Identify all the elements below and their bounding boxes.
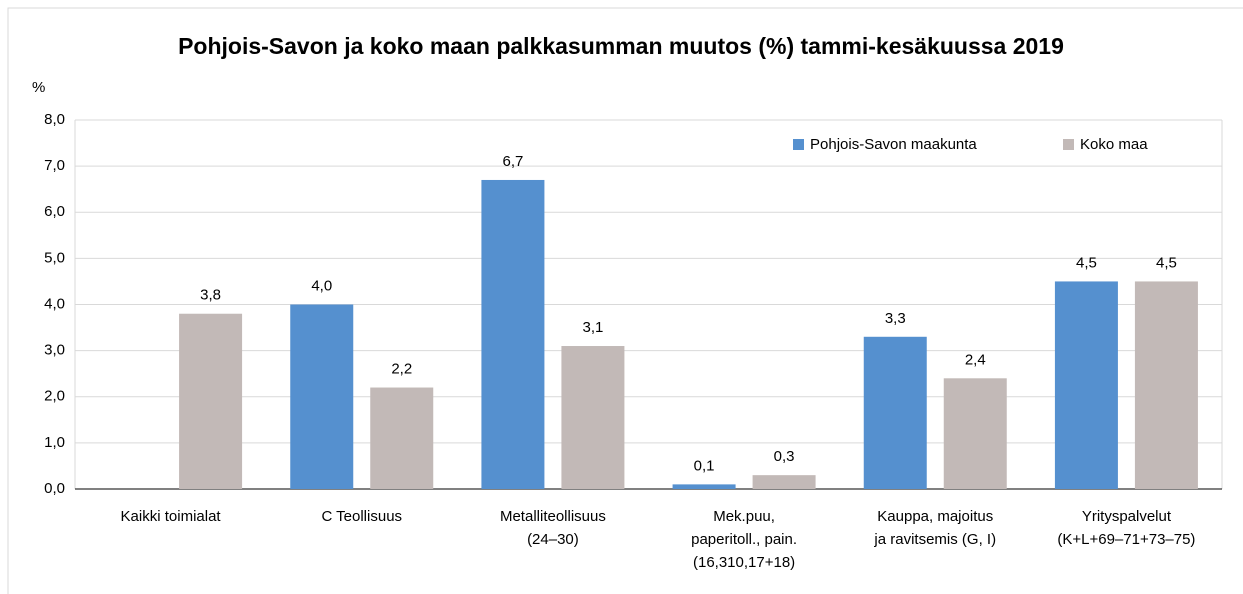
- bar: [752, 475, 816, 489]
- x-tick-label: Yrityspalvelut: [1082, 508, 1172, 525]
- legend-label: Koko maa: [1080, 136, 1148, 153]
- x-tick-label: Kaikki toimialat: [121, 508, 222, 525]
- chart-border: [7, 7, 1243, 594]
- value-label: 3,8: [200, 287, 221, 304]
- bar: [481, 179, 545, 489]
- value-label: 0,1: [694, 457, 715, 474]
- bar: [179, 313, 243, 489]
- value-label: 4,0: [311, 277, 332, 294]
- bar: [943, 378, 1007, 489]
- bar: [863, 336, 927, 489]
- x-tick-label: C Teollisuus: [321, 508, 402, 525]
- value-label: 2,4: [965, 351, 986, 368]
- y-tick-label: 1,0: [44, 434, 65, 451]
- value-label: 4,5: [1076, 254, 1097, 271]
- value-label: 0,3: [774, 448, 795, 465]
- legend-swatch: [1063, 139, 1074, 150]
- y-tick-label: 4,0: [44, 295, 65, 312]
- bar: [290, 304, 354, 489]
- x-tick-label: Metalliteollisuus: [500, 508, 606, 525]
- bar: [370, 387, 434, 489]
- y-tick-label: 6,0: [44, 203, 65, 220]
- y-tick-label: 8,0: [44, 111, 65, 128]
- y-axis-label: %: [32, 79, 45, 96]
- bar: [672, 484, 736, 489]
- bar: [1054, 281, 1118, 489]
- bar: [561, 346, 625, 489]
- y-tick-label: 2,0: [44, 388, 65, 405]
- x-tick-label: ja ravitsemis (G, I): [873, 531, 996, 548]
- bar: [1134, 281, 1198, 489]
- x-tick-label: (K+L+69–71+73–75): [1057, 531, 1195, 548]
- value-label: 3,1: [582, 319, 603, 336]
- y-tick-label: 7,0: [44, 157, 65, 174]
- value-label: 3,3: [885, 310, 906, 327]
- value-label: 2,2: [391, 360, 412, 377]
- chart-title: Pohjois-Savon ja koko maan palkkasumman …: [178, 33, 1064, 59]
- y-tick-label: 3,0: [44, 342, 65, 359]
- legend-swatch: [793, 139, 804, 150]
- y-tick-label: 5,0: [44, 249, 65, 266]
- x-tick-label: Kauppa, majoitus: [877, 508, 993, 525]
- x-tick-label: Mek.puu,: [713, 508, 775, 525]
- legend-label: Pohjois-Savon maakunta: [810, 136, 977, 153]
- x-tick-label: (16,310,17+18): [693, 554, 795, 571]
- x-tick-label: paperitoll., pain.: [691, 531, 797, 548]
- value-label: 4,5: [1156, 254, 1177, 271]
- x-tick-label: (24–30): [527, 531, 579, 548]
- y-tick-label: 0,0: [44, 480, 65, 497]
- value-label: 6,7: [502, 153, 523, 170]
